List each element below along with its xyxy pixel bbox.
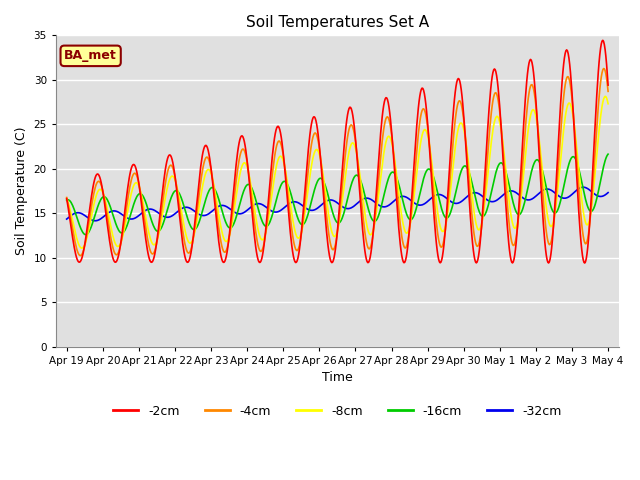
-8cm — [72, 234, 80, 240]
-32cm — [63, 216, 70, 222]
-4cm — [72, 245, 80, 251]
Title: Soil Temperatures Set A: Soil Temperatures Set A — [246, 15, 429, 30]
-16cm — [82, 232, 90, 238]
-4cm — [184, 250, 192, 256]
-4cm — [76, 253, 84, 259]
Text: BA_met: BA_met — [64, 49, 117, 62]
-32cm — [184, 204, 192, 210]
-8cm — [604, 101, 612, 107]
-4cm — [63, 194, 70, 200]
-2cm — [581, 260, 589, 266]
-32cm — [92, 218, 99, 224]
-8cm — [404, 229, 412, 235]
-4cm — [404, 239, 412, 244]
-32cm — [604, 190, 612, 195]
Line: -16cm: -16cm — [67, 154, 608, 235]
-16cm — [404, 214, 412, 220]
-16cm — [63, 197, 70, 203]
-2cm — [63, 196, 70, 202]
-32cm — [212, 204, 220, 210]
-2cm — [72, 254, 80, 260]
-32cm — [129, 216, 137, 222]
-8cm — [601, 94, 609, 99]
-8cm — [420, 128, 428, 133]
-2cm — [403, 250, 411, 255]
Line: -2cm: -2cm — [67, 40, 608, 263]
-2cm — [599, 37, 607, 43]
-32cm — [579, 184, 587, 190]
Legend: -2cm, -4cm, -8cm, -16cm, -32cm: -2cm, -4cm, -8cm, -16cm, -32cm — [108, 400, 566, 423]
-16cm — [420, 176, 428, 181]
Line: -8cm: -8cm — [67, 96, 608, 248]
-32cm — [404, 195, 412, 201]
-8cm — [212, 198, 220, 204]
-16cm — [212, 190, 220, 196]
Line: -32cm: -32cm — [67, 187, 608, 221]
-2cm — [419, 85, 427, 91]
-2cm — [129, 163, 136, 169]
-32cm — [420, 202, 428, 207]
X-axis label: Time: Time — [322, 372, 353, 384]
-8cm — [184, 238, 192, 243]
-16cm — [184, 216, 192, 222]
Line: -4cm: -4cm — [67, 69, 608, 256]
-8cm — [63, 196, 70, 202]
-4cm — [129, 172, 137, 178]
-16cm — [72, 213, 80, 219]
-32cm — [72, 210, 80, 216]
-4cm — [212, 207, 220, 213]
-2cm — [604, 82, 612, 88]
-2cm — [212, 211, 220, 217]
-4cm — [600, 66, 607, 72]
Y-axis label: Soil Temperature (C): Soil Temperature (C) — [15, 127, 28, 255]
-2cm — [183, 259, 191, 265]
-16cm — [129, 204, 137, 210]
-4cm — [420, 106, 428, 112]
-16cm — [604, 151, 612, 157]
-8cm — [129, 185, 137, 191]
-4cm — [604, 88, 612, 94]
-8cm — [78, 245, 86, 251]
